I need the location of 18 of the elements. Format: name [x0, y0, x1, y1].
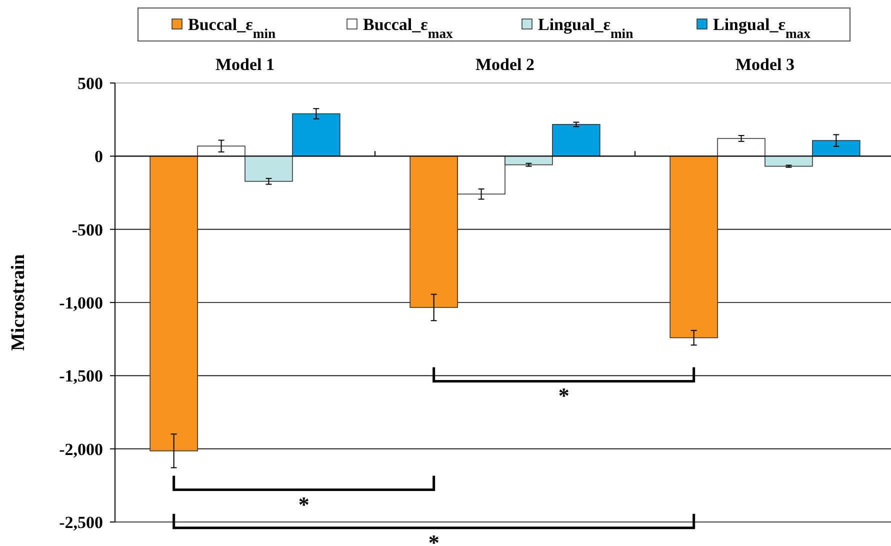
legend-label: Buccal_ε$_{min}$: [188, 15, 276, 40]
y-tick-label: -1,500: [59, 366, 103, 386]
y-tick-label: -1,000: [59, 293, 103, 312]
y-tick-label: -2,500: [59, 512, 103, 532]
annotation: *: [558, 383, 570, 408]
y-tick-label: -2,000: [59, 440, 103, 459]
y-axis-title: Microstrain: [8, 254, 29, 351]
annotation: *: [298, 492, 310, 517]
legend-label: Buccal_ε$_{max}$: [363, 15, 453, 40]
legend-label: Lingual_ε$_{min}$: [538, 15, 634, 40]
legend-label: Lingual_ε$_{max}$: [713, 15, 811, 40]
x-tick-label: Model 3: [735, 55, 795, 74]
text: *: [428, 530, 440, 546]
y-tick-label: 500: [78, 74, 103, 93]
x-tick-label: Model 1: [215, 55, 275, 74]
x-tick-label: Model 2: [475, 55, 535, 74]
y-tick-label: 0: [94, 147, 103, 166]
y-tick-label: -500: [72, 220, 103, 240]
